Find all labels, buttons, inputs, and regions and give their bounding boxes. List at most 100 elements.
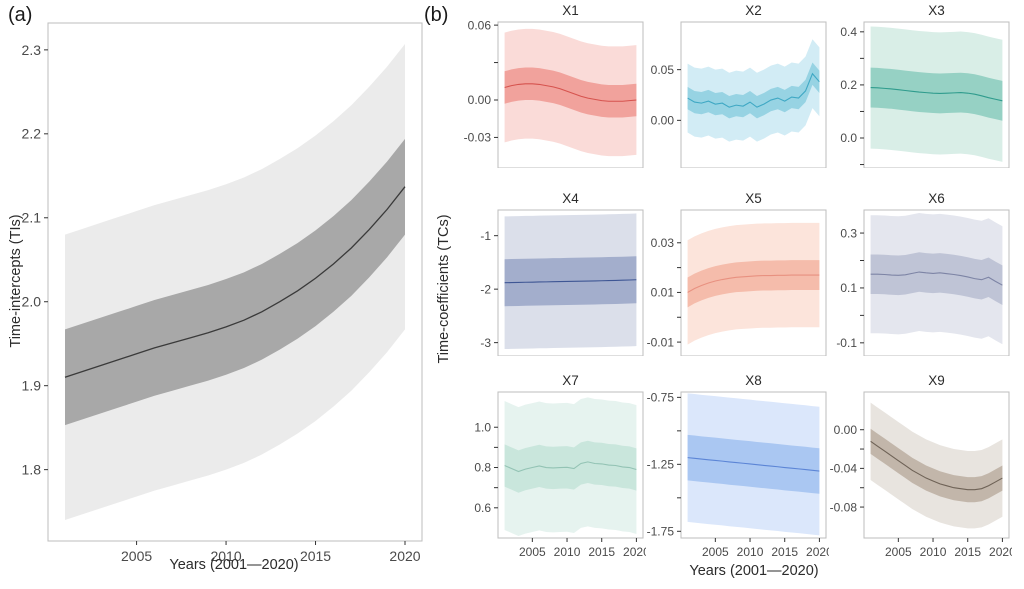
y-tick-label: 0.00 <box>651 114 675 128</box>
mini-chart-x1: 0.06 0.00 -0.03 X1 <box>454 0 646 169</box>
x-tick-label: 2010 <box>210 548 241 564</box>
trend-line <box>870 271 1003 286</box>
y-tick-label: 0.05 <box>651 63 675 77</box>
panel-a-x-axis-title: Years (2001—2020) <box>169 557 299 573</box>
mini-chart-x8: -0.75 -1.25 -1.75 2005 2010 2015 2020 X8 <box>637 370 833 560</box>
x-tick-label: 2005 <box>121 548 152 564</box>
trend-line <box>687 457 820 472</box>
chart-x8-svg: -0.75 -1.25 -1.75 2005 2010 2015 2020 X8 <box>647 373 833 559</box>
y-tick-label: -1.25 <box>647 458 675 472</box>
y-tick-label: -0.04 <box>830 462 858 476</box>
outer-ci-band <box>687 39 820 142</box>
chart-x2-svg: 0.05 0.00 X2 <box>651 3 827 169</box>
x-tick-label: 2005 <box>702 545 729 559</box>
facet-title: X5 <box>745 191 762 206</box>
inner-ci-band <box>870 428 1003 503</box>
inner-ci-band <box>65 138 405 426</box>
y-tick-label: -0.01 <box>647 335 675 349</box>
x-tick-label: 2015 <box>954 545 981 559</box>
x-tick-label: 2020 <box>389 548 420 564</box>
inner-ci-band <box>687 62 820 119</box>
facet-title: X6 <box>928 191 945 206</box>
y-tick-label: 1.9 <box>22 378 42 394</box>
y-tick-label: 1.0 <box>474 420 491 434</box>
facet-title: X2 <box>745 3 762 18</box>
y-tick-label: 0.6 <box>474 501 491 515</box>
x-tick-label: 2015 <box>771 545 798 559</box>
y-tick-label: 0.06 <box>468 18 492 32</box>
mini-chart-x3: 0.4 0.2 0.0 X3 <box>820 0 1012 169</box>
y-tick-label: -0.1 <box>836 336 857 350</box>
plot-border <box>680 391 827 539</box>
inner-ci-band <box>687 260 820 308</box>
facet-title: X7 <box>562 373 579 388</box>
y-tick-label: 2.3 <box>22 42 42 58</box>
x-tick-label: 2005 <box>885 545 912 559</box>
y-tick-label: 0.1 <box>840 281 857 295</box>
y-tick-label: 0.0 <box>840 131 857 145</box>
x-tick-label: 2015 <box>588 545 615 559</box>
x-tick-label: 2015 <box>300 548 331 564</box>
facet-title: X1 <box>562 3 579 18</box>
panel-b-label: (b) <box>424 4 449 26</box>
trend-line <box>870 87 1003 102</box>
mini-chart-x7: 1.0 0.8 0.6 2005 2010 2015 2020 X7 <box>454 370 650 560</box>
y-tick-label: 2.1 <box>22 210 42 226</box>
trend-line <box>504 279 637 284</box>
y-tick-label: 0.4 <box>840 25 857 39</box>
y-tick-label: 2.0 <box>22 294 42 310</box>
mini-chart-x2: 0.05 0.00 X2 <box>637 0 829 169</box>
x-tick-label: 2005 <box>519 545 546 559</box>
plot-border <box>497 391 644 539</box>
y-tick-label: 0.00 <box>834 423 858 437</box>
inner-ci-band <box>870 252 1003 305</box>
panel-a-label: (a) <box>8 4 33 26</box>
chart-x4-svg: -1 -2 -3 X4 <box>480 191 644 357</box>
chart-x9-svg: 0.00 -0.04 -0.08 2005 2010 2015 2020 X9 <box>830 373 1016 559</box>
y-tick-label: 0.01 <box>651 286 675 300</box>
y-tick-label: 2.2 <box>22 126 42 142</box>
facet-title: X8 <box>745 373 762 388</box>
x-tick-label: 2020 <box>623 545 646 559</box>
facet-title: X4 <box>562 191 579 206</box>
mini-chart-x6: 0.3 0.1 -0.1 X6 <box>820 188 1012 357</box>
inner-ci-band <box>870 67 1003 121</box>
chart-x1-svg: 0.06 0.00 -0.03 X1 <box>464 3 644 169</box>
x-tick-label: 2020 <box>989 545 1012 559</box>
chart-x7-svg: 1.0 0.8 0.6 2005 2010 2015 2020 X7 <box>474 373 650 559</box>
trend-line <box>687 72 820 108</box>
y-tick-label: 0.03 <box>651 236 675 250</box>
trend-line <box>687 274 820 293</box>
plot-border <box>47 22 423 542</box>
inner-ci-band <box>504 440 637 493</box>
trend-line <box>870 440 1003 491</box>
chart-x5-svg: 0.03 0.01 -0.01 X5 <box>647 191 827 357</box>
y-tick-label: 0.3 <box>840 226 857 240</box>
panel-b-x-axis-title: Years (2001—2020) <box>689 563 819 579</box>
panel-a-chart: 2.3 2.2 2.1 2.0 1.9 1.8 2005 2010 2015 2020 <box>2 18 424 565</box>
mini-chart-x5: 0.03 0.01 -0.01 X5 <box>637 188 829 357</box>
chart-a-svg: 2.3 2.2 2.1 2.0 1.9 1.8 2005 2010 2015 2020 <box>22 22 423 564</box>
y-tick-label: 0.8 <box>474 461 491 475</box>
y-tick-label: 0.2 <box>840 78 857 92</box>
y-tick-label: -3 <box>480 336 491 350</box>
chart-x3-svg: 0.4 0.2 0.0 X3 <box>840 3 1010 169</box>
y-tick-label: -1.75 <box>647 525 675 539</box>
y-tick-label: -0.75 <box>647 391 675 405</box>
x-tick-label: 2020 <box>806 545 829 559</box>
panel-b-y-axis-title: Time-coefficients (TCs) <box>436 214 452 364</box>
y-tick-label: 1.8 <box>22 462 42 478</box>
x-tick-label: 2010 <box>920 545 947 559</box>
y-tick-label: -0.03 <box>464 131 492 145</box>
panel-a-y-axis-title: Time-intercepts (TIs) <box>8 214 24 348</box>
facet-title: X9 <box>928 373 945 388</box>
trend-line <box>504 83 637 102</box>
y-tick-label: -0.08 <box>830 500 858 514</box>
trend-line <box>504 461 637 473</box>
y-tick-label: -1 <box>480 229 491 243</box>
facet-title: X3 <box>928 3 945 18</box>
chart-x6-svg: 0.3 0.1 -0.1 X6 <box>836 191 1010 357</box>
x-tick-label: 2010 <box>554 545 581 559</box>
y-tick-label: 0.00 <box>468 93 492 107</box>
